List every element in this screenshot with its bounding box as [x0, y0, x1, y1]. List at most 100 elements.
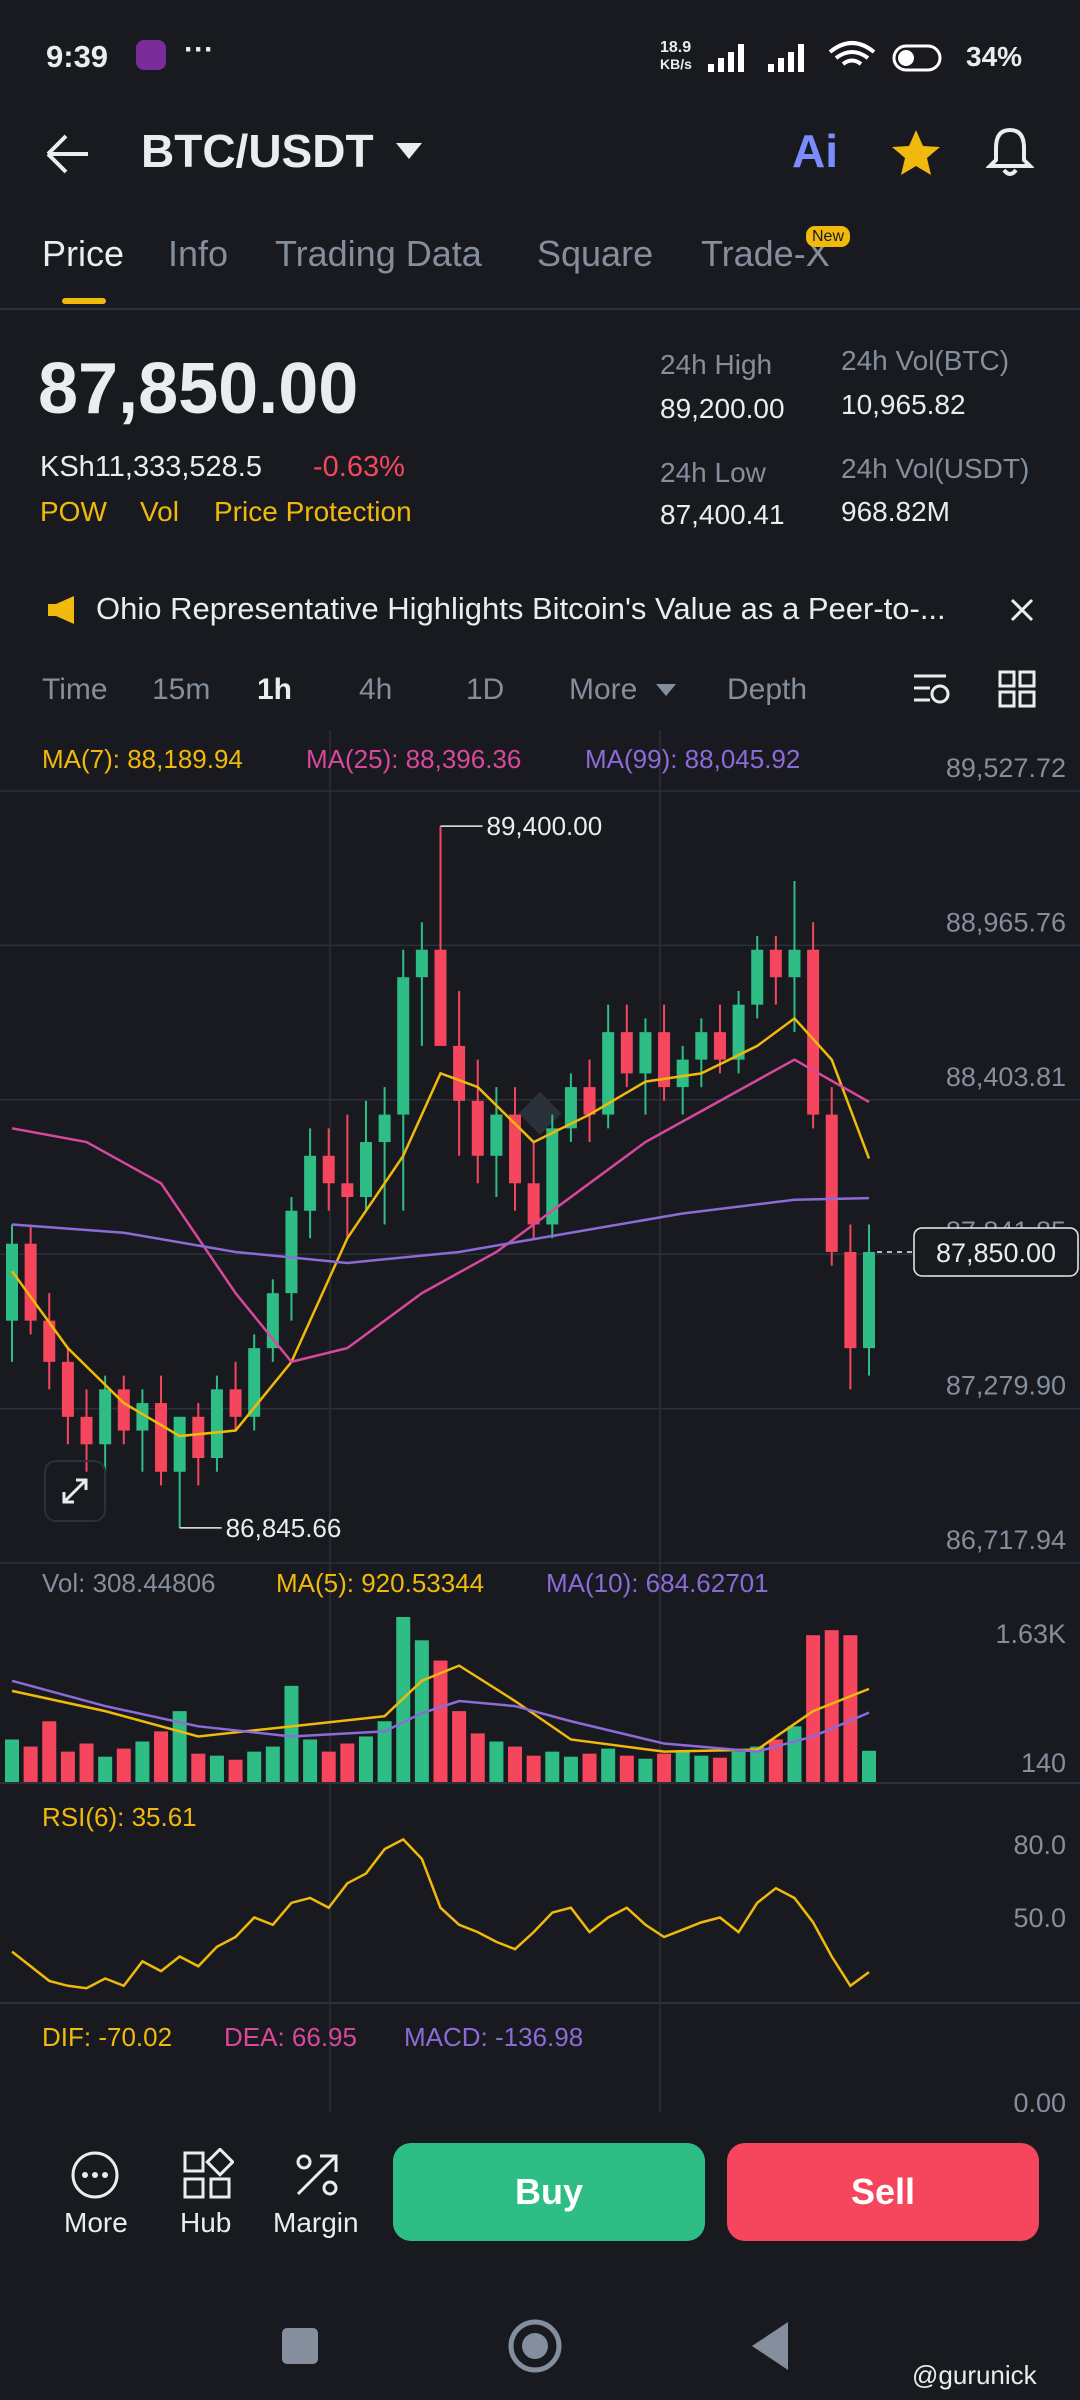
y-tick-label: 88,965.76: [946, 907, 1066, 937]
pair-dropdown[interactable]: [396, 143, 422, 161]
volume-bar: [452, 1711, 467, 1782]
interval[interactable]: 1h: [257, 673, 293, 706]
y-tick-label: 80.0: [1013, 1830, 1066, 1860]
volume-bar: [5, 1739, 19, 1782]
volume-bar: [154, 1731, 169, 1782]
nav-label[interactable]: More: [64, 2207, 128, 2238]
price-change: -0.63%: [313, 451, 405, 483]
fullscreen-button[interactable]: [44, 1460, 106, 1522]
volume-legend: Vol: 308.44806: [42, 1568, 216, 1598]
ma-legend: MA(99): 88,045.92: [585, 744, 800, 774]
back-button[interactable]: [44, 132, 94, 176]
alert-button[interactable]: [986, 126, 1034, 178]
macd-legend: DEA: 66.95: [224, 2022, 357, 2052]
tag[interactable]: Price Protection: [214, 496, 412, 527]
tag[interactable]: POW: [40, 496, 107, 527]
interval[interactable]: Depth: [727, 673, 808, 706]
more-icon[interactable]: [68, 2148, 122, 2202]
volume-bar: [265, 1746, 280, 1782]
volume-bar: [824, 1630, 839, 1782]
volume-bar: [377, 1721, 392, 1782]
y-tick-label: 87,279.90: [946, 1371, 1066, 1401]
stat-value: 89,200.00: [660, 393, 785, 424]
macd-legend: DIF: -70.02: [42, 2022, 172, 2052]
interval[interactable]: More: [569, 673, 638, 706]
candle-body: [155, 1403, 168, 1472]
volume-bar: [712, 1757, 727, 1782]
volume-bar: [358, 1736, 373, 1782]
tab[interactable]: Info: [168, 233, 229, 274]
volume-bar: [209, 1755, 224, 1782]
candle-body: [359, 1142, 372, 1198]
stat-label: 24h Vol(USDT): [841, 453, 1030, 484]
candle-body: [807, 949, 820, 1115]
volume-ma-legend: MA(5): 920.53344: [276, 1568, 484, 1598]
volume-ma-line: [11, 1679, 870, 1753]
candle-body: [43, 1320, 56, 1362]
volume-bar: [470, 1733, 485, 1782]
volume-bar: [489, 1741, 504, 1782]
candle-body: [564, 1087, 577, 1129]
current-price-label: 87,850.00: [936, 1238, 1056, 1268]
candle-body: [6, 1243, 18, 1321]
app-icon: [136, 40, 166, 70]
favorite-button[interactable]: [890, 128, 942, 178]
candle-body: [397, 977, 410, 1115]
volume-bar: [694, 1755, 709, 1782]
candle-body: [248, 1348, 261, 1417]
nav-label[interactable]: Hub: [180, 2207, 232, 2238]
tab-indicator: [62, 298, 106, 304]
nav-label[interactable]: Margin: [273, 2207, 359, 2238]
new-badge: New: [806, 226, 851, 248]
status-icons: [708, 41, 942, 72]
candle-body: [61, 1361, 74, 1417]
candle-body: [80, 1416, 93, 1445]
candle-body: [825, 1114, 838, 1252]
volume-bar: [433, 1660, 448, 1782]
system-nav: [282, 2319, 788, 2373]
close-news[interactable]: [1008, 596, 1036, 624]
volume-bar: [60, 1751, 75, 1782]
interval[interactable]: 4h: [359, 673, 393, 706]
current-price-tag: [913, 1227, 1079, 1277]
candle-body: [602, 1032, 615, 1115]
watermark: @gurunick: [912, 2360, 1037, 2390]
candle-body: [378, 1114, 391, 1143]
interval[interactable]: 15m: [152, 673, 211, 706]
ma-line: [10, 1016, 871, 1438]
volume-bar: [582, 1753, 597, 1782]
candle-body: [527, 1183, 540, 1225]
y-tick-label: 89,527.72: [946, 753, 1066, 783]
tab[interactable]: Price: [42, 233, 125, 274]
sell-button[interactable]: Sell: [727, 2143, 1039, 2241]
volume-bar: [414, 1640, 429, 1782]
hub-icon[interactable]: [180, 2148, 234, 2202]
candle-body: [509, 1114, 522, 1184]
margin-icon[interactable]: [290, 2148, 344, 2202]
interval[interactable]: 1D: [466, 673, 505, 706]
tag[interactable]: Vol: [140, 496, 179, 527]
interval[interactable]: Time: [42, 673, 108, 706]
more-dropdown[interactable]: [656, 684, 676, 698]
pair-title[interactable]: BTC/USDT: [141, 125, 374, 177]
tab[interactable]: Square: [537, 233, 654, 274]
volume-bar: [768, 1739, 783, 1782]
ai-button[interactable]: Ai: [792, 125, 838, 177]
stat-label: 24h High: [660, 349, 773, 380]
news-headline[interactable]: Ohio Representative Highlights Bitcoin's…: [96, 591, 946, 626]
volume-bar: [191, 1753, 206, 1782]
more-dots: ···: [184, 33, 214, 66]
ma-line: [11, 1196, 870, 1265]
tab[interactable]: Trading Data: [275, 233, 482, 274]
chart-tools[interactable]: [910, 668, 1040, 712]
candle-body: [546, 1128, 559, 1225]
candle-body: [658, 1032, 671, 1088]
candle-body: [117, 1389, 130, 1431]
volume-bar: [731, 1751, 746, 1782]
volume-ma-line: [11, 1664, 870, 1753]
fiat-price: KSh11,333,528.5: [40, 451, 262, 483]
rsi-legend: RSI(6): 35.61: [42, 1802, 197, 1832]
volume-bar: [284, 1685, 299, 1782]
buy-button[interactable]: Buy: [393, 2143, 705, 2241]
